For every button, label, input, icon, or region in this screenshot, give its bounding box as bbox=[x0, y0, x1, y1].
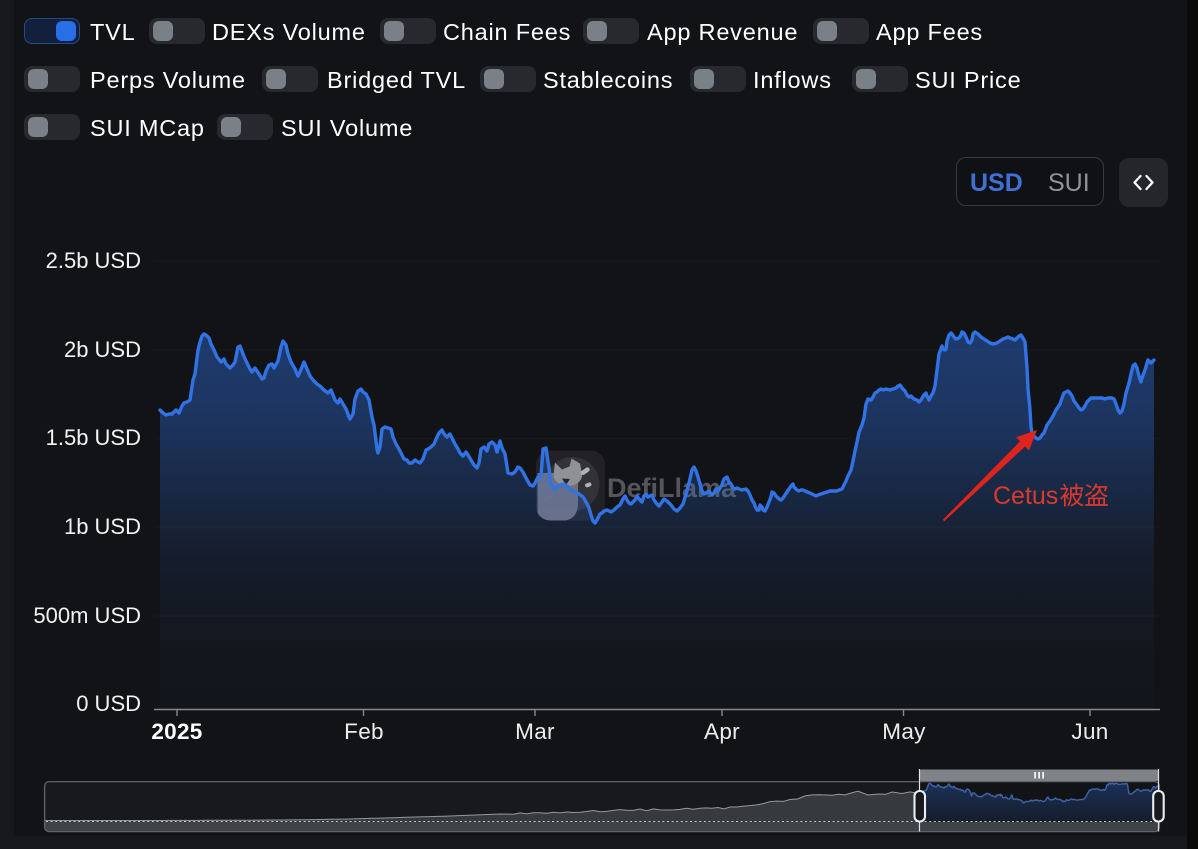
svg-text:Cetus: Cetus bbox=[993, 482, 1058, 510]
